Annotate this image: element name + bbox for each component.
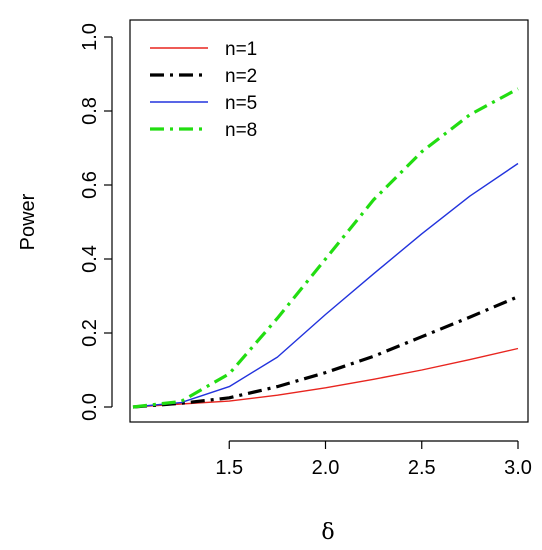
y-tick-label: 0.8 — [79, 97, 101, 125]
x-axis: 1.5 2.0 2.5 3.0 — [215, 440, 532, 479]
y-tick-label: 0.0 — [79, 393, 101, 421]
series-line-n-2 — [132, 295, 519, 409]
y-axis-label: Power — [17, 193, 39, 250]
plot-frame — [129, 19, 529, 423]
legend-label: n=2 — [225, 66, 257, 87]
series-layer — [132, 87, 519, 409]
x-tick-label: 1.5 — [215, 457, 243, 479]
y-tick-label: 0.2 — [79, 319, 101, 347]
series-line-n-8 — [132, 87, 519, 409]
x-tick-label: 3.0 — [504, 457, 532, 479]
x-tick-label: 2.0 — [312, 457, 340, 479]
y-tick-label: 1.0 — [79, 23, 101, 51]
y-tick-label: 0.6 — [79, 171, 101, 199]
x-axis-label: δ — [321, 520, 334, 545]
legend: n=1 n=2 n=5 n=8 — [150, 39, 257, 141]
y-tick-label: 0.4 — [79, 245, 101, 273]
y-axis: 0.0 0.2 0.4 0.6 0.8 1.0 — [79, 23, 113, 421]
series-line-n-1 — [132, 347, 519, 408]
legend-label: n=5 — [225, 93, 257, 114]
legend-label: n=8 — [225, 120, 257, 141]
x-tick-label: 2.5 — [408, 457, 436, 479]
series-line-n-5 — [132, 162, 519, 408]
legend-label: n=1 — [225, 39, 257, 60]
